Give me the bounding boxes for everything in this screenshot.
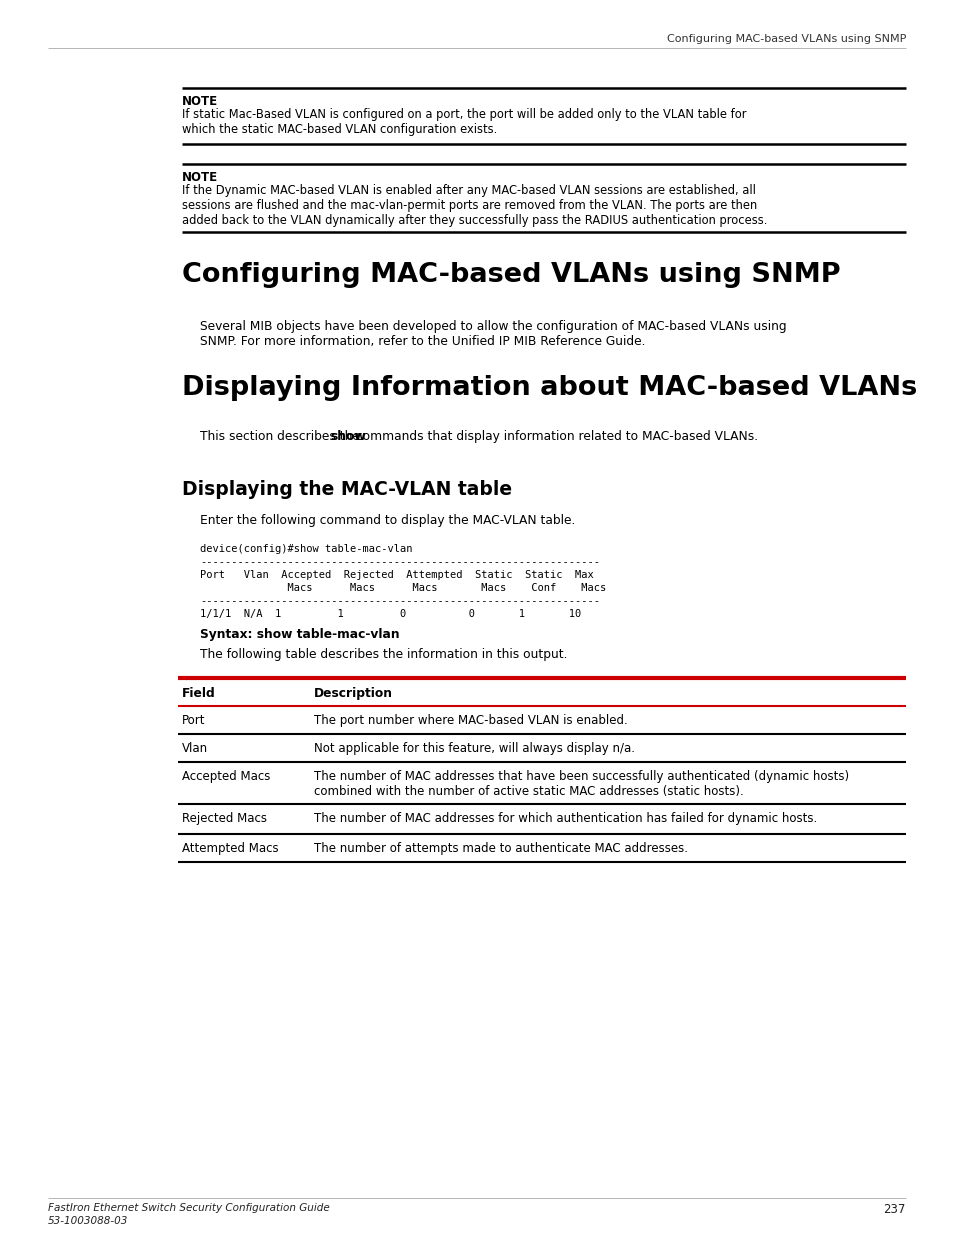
Text: Rejected Macs: Rejected Macs [182, 811, 267, 825]
Text: commands that display information related to MAC-based VLANs.: commands that display information relate… [352, 430, 758, 443]
Text: Description: Description [314, 687, 393, 700]
Text: The number of MAC addresses for which authentication has failed for dynamic host: The number of MAC addresses for which au… [314, 811, 817, 825]
Text: NOTE: NOTE [182, 95, 218, 107]
Text: device(config)#show table-mac-vlan: device(config)#show table-mac-vlan [200, 543, 412, 555]
Text: 237: 237 [882, 1203, 905, 1216]
Text: The port number where MAC-based VLAN is enabled.: The port number where MAC-based VLAN is … [314, 714, 627, 727]
Text: This section describes the: This section describes the [200, 430, 363, 443]
Text: Configuring MAC-based VLANs using SNMP: Configuring MAC-based VLANs using SNMP [182, 262, 840, 288]
Text: show: show [330, 430, 366, 443]
Text: Not applicable for this feature, will always display n/a.: Not applicable for this feature, will al… [314, 742, 635, 755]
Text: If static Mac-Based VLAN is configured on a port, the port will be added only to: If static Mac-Based VLAN is configured o… [182, 107, 745, 136]
Text: FastIron Ethernet Switch Security Configuration Guide: FastIron Ethernet Switch Security Config… [48, 1203, 330, 1213]
Text: Syntax: show table-mac-vlan: Syntax: show table-mac-vlan [200, 629, 399, 641]
Text: Accepted Macs: Accepted Macs [182, 769, 270, 783]
Text: The number of MAC addresses that have been successfully authenticated (dynamic h: The number of MAC addresses that have be… [314, 769, 848, 798]
Text: Attempted Macs: Attempted Macs [182, 842, 278, 855]
Text: Port   Vlan  Accepted  Rejected  Attempted  Static  Static  Max: Port Vlan Accepted Rejected Attempted St… [200, 571, 593, 580]
Text: ----------------------------------------------------------------: ----------------------------------------… [200, 557, 599, 567]
Text: SNMP. For more information, refer to the Unified IP MIB Reference Guide.: SNMP. For more information, refer to the… [200, 335, 645, 348]
Text: Vlan: Vlan [182, 742, 208, 755]
Text: 1/1/1  N/A  1         1         0          0       1       10: 1/1/1 N/A 1 1 0 0 1 10 [200, 609, 580, 619]
Text: Displaying the MAC-VLAN table: Displaying the MAC-VLAN table [182, 480, 512, 499]
Text: Several MIB objects have been developed to allow the configuration of MAC-based : Several MIB objects have been developed … [200, 320, 786, 333]
Text: Configuring MAC-based VLANs using SNMP: Configuring MAC-based VLANs using SNMP [666, 35, 905, 44]
Text: The following table describes the information in this output.: The following table describes the inform… [200, 648, 567, 661]
Text: If the Dynamic MAC-based VLAN is enabled after any MAC-based VLAN sessions are e: If the Dynamic MAC-based VLAN is enabled… [182, 184, 766, 227]
Text: Macs      Macs      Macs       Macs    Conf    Macs: Macs Macs Macs Macs Conf Macs [200, 583, 605, 593]
Text: The number of attempts made to authenticate MAC addresses.: The number of attempts made to authentic… [314, 842, 687, 855]
Text: Enter the following command to display the MAC-VLAN table.: Enter the following command to display t… [200, 514, 575, 527]
Text: NOTE: NOTE [182, 170, 218, 184]
Text: ----------------------------------------------------------------: ----------------------------------------… [200, 597, 599, 606]
Text: Field: Field [182, 687, 215, 700]
Text: 53-1003088-03: 53-1003088-03 [48, 1216, 129, 1226]
Text: Displaying Information about MAC-based VLANs: Displaying Information about MAC-based V… [182, 375, 916, 401]
Text: Port: Port [182, 714, 205, 727]
